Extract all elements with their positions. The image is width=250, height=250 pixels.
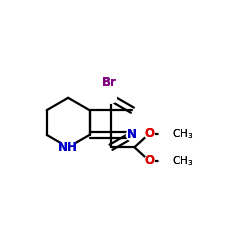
Circle shape [61, 140, 76, 155]
Circle shape [144, 156, 154, 166]
Text: O: O [144, 127, 154, 140]
Circle shape [144, 244, 154, 250]
Circle shape [127, 130, 138, 140]
Circle shape [60, 139, 76, 155]
Text: N: N [127, 128, 137, 141]
Text: CH$_3$: CH$_3$ [172, 154, 193, 168]
Text: CH$_3$: CH$_3$ [172, 127, 193, 140]
Text: Br: Br [102, 76, 117, 89]
Circle shape [106, 92, 117, 103]
Circle shape [159, 128, 172, 140]
Text: O: O [144, 154, 154, 167]
Text: CH$_3$: CH$_3$ [172, 154, 193, 168]
Circle shape [144, 129, 154, 138]
Text: NH: NH [58, 141, 78, 154]
Circle shape [105, 76, 117, 88]
Circle shape [144, 244, 154, 250]
Text: CH$_3$: CH$_3$ [172, 127, 193, 140]
Text: O: O [144, 154, 154, 167]
Circle shape [159, 155, 172, 167]
Text: NH: NH [58, 141, 78, 154]
Circle shape [126, 129, 138, 141]
Text: O: O [144, 127, 154, 140]
Text: N: N [127, 128, 137, 141]
Text: Br: Br [102, 76, 117, 89]
